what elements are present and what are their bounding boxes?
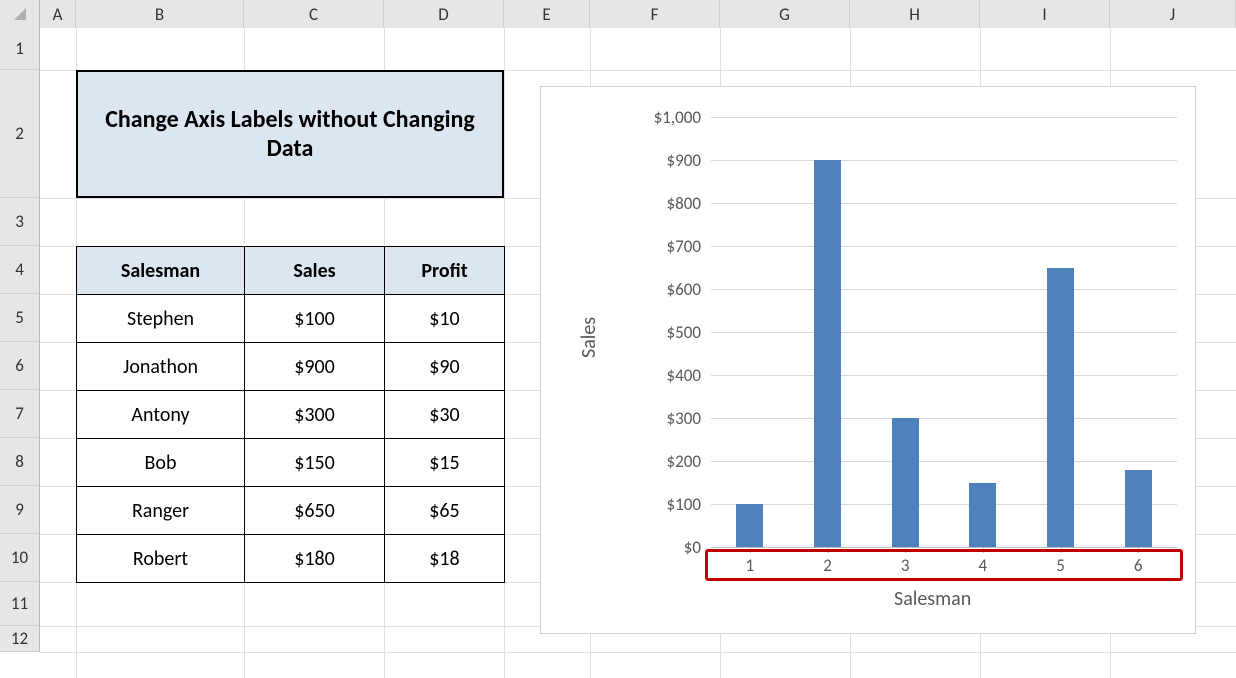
chart-ytick: $200 <box>639 451 701 472</box>
cell-grid[interactable]: Change Axis Labels without Changing Data… <box>40 28 1236 678</box>
column-header-C[interactable]: C <box>244 0 384 28</box>
chart-gridline <box>711 203 1177 204</box>
chart-gridline <box>711 246 1177 247</box>
table-cell[interactable]: Ranger <box>77 487 245 535</box>
row-header-11[interactable]: 11 <box>0 582 39 626</box>
table-cell[interactable]: $650 <box>245 487 385 535</box>
table-header-profit[interactable]: Profit <box>385 247 505 295</box>
table-cell[interactable]: Antony <box>77 391 245 439</box>
chart-xaxis-title: Salesman <box>894 587 971 611</box>
column-headers: ABCDEFGHIJ <box>0 0 1236 28</box>
chart-gridline <box>711 117 1177 118</box>
chart-ytick: $100 <box>639 494 701 515</box>
table-cell[interactable]: $180 <box>245 535 385 583</box>
chart-ytick: $300 <box>639 408 701 429</box>
table-cell[interactable]: $18 <box>385 535 505 583</box>
column-header-A[interactable]: A <box>40 0 76 28</box>
chart-ytick: $800 <box>639 193 701 214</box>
table-header-salesman[interactable]: Salesman <box>77 247 245 295</box>
chart-gridline <box>711 461 1177 462</box>
chart-ytick: $1,000 <box>639 107 701 128</box>
column-header-F[interactable]: F <box>590 0 720 28</box>
row-header-7[interactable]: 7 <box>0 390 39 438</box>
xaxis-labels-highlight <box>705 549 1183 581</box>
data-table[interactable]: SalesmanSalesProfit Stephen$100$10Jonath… <box>76 246 505 583</box>
chart-gridline <box>711 289 1177 290</box>
row-header-3[interactable]: 3 <box>0 198 39 246</box>
table-cell[interactable]: $65 <box>385 487 505 535</box>
chart-ytick: $600 <box>639 279 701 300</box>
column-header-H[interactable]: H <box>850 0 980 28</box>
row-headers: 123456789101112 <box>0 28 40 652</box>
chart-bar[interactable] <box>814 160 841 547</box>
chart-yaxis-title: Sales <box>577 317 601 358</box>
spreadsheet-sheet: ABCDEFGHIJ 123456789101112 Change Axis L… <box>0 0 1236 678</box>
chart-bar[interactable] <box>736 504 763 547</box>
table-cell[interactable]: $900 <box>245 343 385 391</box>
row-header-2[interactable]: 2 <box>0 70 39 198</box>
row-header-1[interactable]: 1 <box>0 28 39 70</box>
title-text: Change Axis Labels without Changing Data <box>86 105 494 163</box>
chart-bar[interactable] <box>1047 268 1074 548</box>
chart-bar[interactable] <box>969 483 996 548</box>
row-header-4[interactable]: 4 <box>0 246 39 294</box>
table-cell[interactable]: Robert <box>77 535 245 583</box>
column-header-B[interactable]: B <box>76 0 244 28</box>
select-all-corner[interactable] <box>0 0 40 28</box>
row-header-6[interactable]: 6 <box>0 342 39 390</box>
table-row[interactable]: Stephen$100$10 <box>77 295 505 343</box>
chart-ytick: $400 <box>639 365 701 386</box>
title-merged-cell[interactable]: Change Axis Labels without Changing Data <box>76 70 504 198</box>
chart-gridline <box>711 504 1177 505</box>
chart-x-axis <box>711 547 1177 548</box>
table-cell[interactable]: $90 <box>385 343 505 391</box>
table-cell[interactable]: Stephen <box>77 295 245 343</box>
column-header-E[interactable]: E <box>504 0 590 28</box>
table-cell[interactable]: $150 <box>245 439 385 487</box>
table-row[interactable]: Ranger$650$65 <box>77 487 505 535</box>
chart-ytick: $0 <box>639 537 701 558</box>
table-cell[interactable]: $100 <box>245 295 385 343</box>
table-cell[interactable]: Jonathon <box>77 343 245 391</box>
table-header-sales[interactable]: Sales <box>245 247 385 295</box>
table-cell[interactable]: $300 <box>245 391 385 439</box>
row-header-5[interactable]: 5 <box>0 294 39 342</box>
column-header-D[interactable]: D <box>384 0 504 28</box>
chart-bar[interactable] <box>1125 470 1152 547</box>
table-row[interactable]: Antony$300$30 <box>77 391 505 439</box>
table-row[interactable]: Jonathon$900$90 <box>77 343 505 391</box>
chart-ytick: $500 <box>639 322 701 343</box>
table-cell[interactable]: $30 <box>385 391 505 439</box>
chart-ytick: $700 <box>639 236 701 257</box>
chart-gridline <box>711 375 1177 376</box>
chart-gridline <box>711 160 1177 161</box>
row-header-10[interactable]: 10 <box>0 534 39 582</box>
chart-gridline <box>711 418 1177 419</box>
chart-bar[interactable] <box>892 418 919 547</box>
sales-chart[interactable]: $0 $100 $200 $300 $400 $500 $600 $700 $800 $900 $1… <box>540 86 1196 634</box>
chart-gridline <box>711 332 1177 333</box>
table-cell[interactable]: Bob <box>77 439 245 487</box>
table-row[interactable]: Robert$180$18 <box>77 535 505 583</box>
chart-ytick: $900 <box>639 150 701 171</box>
column-header-G[interactable]: G <box>720 0 850 28</box>
table-cell[interactable]: $10 <box>385 295 505 343</box>
column-header-J[interactable]: J <box>1110 0 1236 28</box>
row-header-8[interactable]: 8 <box>0 438 39 486</box>
row-header-9[interactable]: 9 <box>0 486 39 534</box>
table-row[interactable]: Bob$150$15 <box>77 439 505 487</box>
column-header-I[interactable]: I <box>980 0 1110 28</box>
row-header-12[interactable]: 12 <box>0 626 39 652</box>
table-cell[interactable]: $15 <box>385 439 505 487</box>
